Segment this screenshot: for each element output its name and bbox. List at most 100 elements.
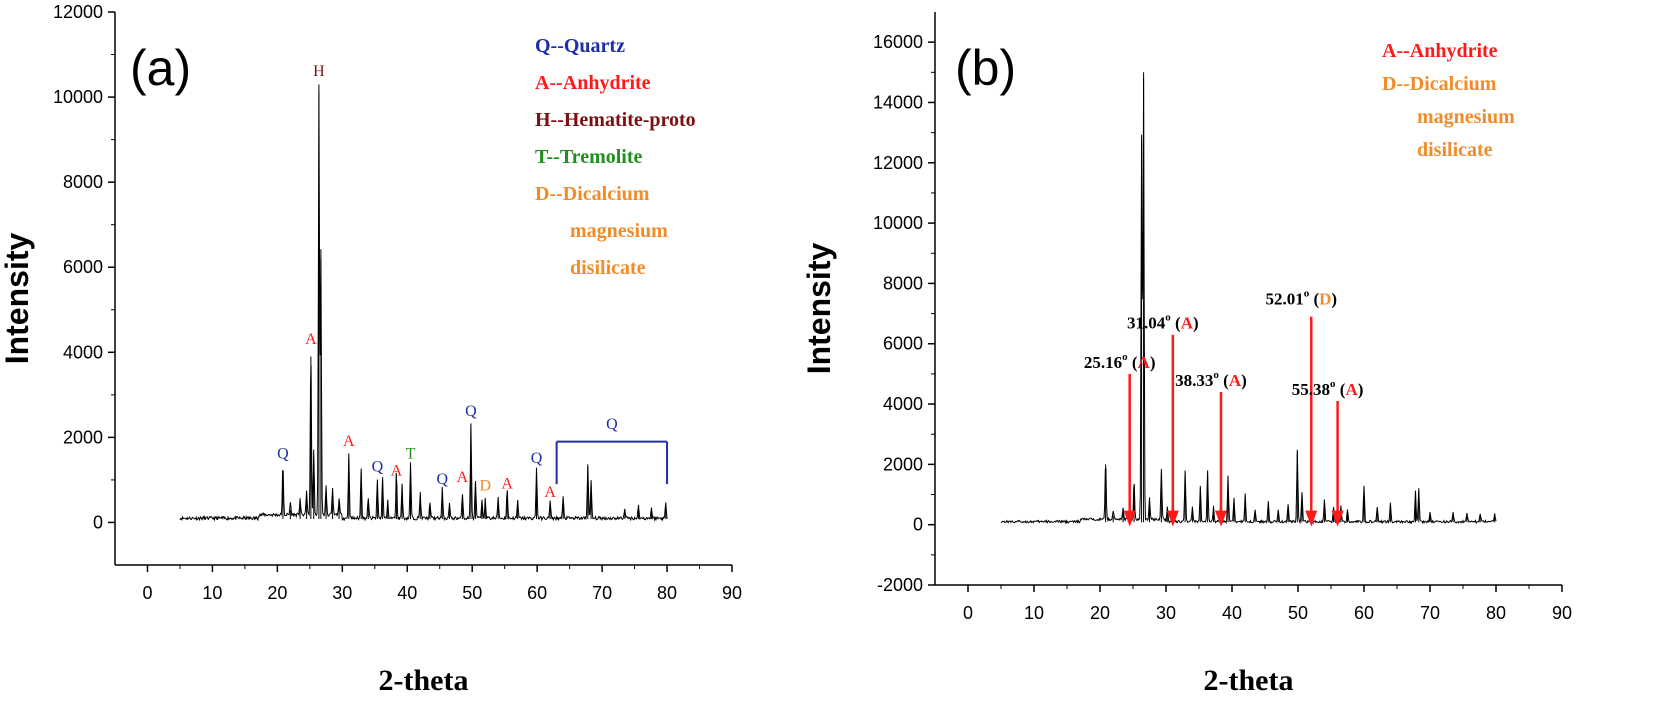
- phase-label-quartz: Q: [531, 450, 543, 467]
- legend-entry: disilicate: [570, 257, 646, 279]
- x-tick-label: 90: [722, 583, 742, 603]
- annotation-label: 38.33o (A): [1175, 369, 1247, 390]
- y-tick-label: 10000: [873, 213, 923, 233]
- annotation-phase-letter: A: [1229, 371, 1242, 390]
- y-tick-label: 8000: [883, 273, 923, 293]
- annotation-phase-letter: A: [1181, 314, 1194, 333]
- annotation-label: 55.38o (A): [1292, 378, 1364, 399]
- y-axis-title: Intensity: [0, 233, 35, 365]
- x-tick-label: 30: [332, 583, 352, 603]
- legend-entry: A--Anhydrite: [1382, 40, 1498, 62]
- degree-symbol: o: [1213, 369, 1219, 381]
- phase-label-anhydrite: A: [501, 475, 513, 492]
- x-tick-label: 80: [657, 583, 677, 603]
- paren-open: (: [1309, 290, 1319, 309]
- x-tick-label: 70: [1420, 603, 1440, 623]
- paren-open: (: [1171, 314, 1181, 333]
- y-tick-label: 2000: [63, 427, 103, 447]
- y-tick-label: 4000: [63, 342, 103, 362]
- y-tick-label: 16000: [873, 32, 923, 52]
- paren-close: ): [1331, 290, 1337, 309]
- legend-entry: A--Anhydrite: [535, 72, 651, 94]
- phase-label-anhydrite: A: [391, 463, 403, 480]
- paren-close: ): [1193, 314, 1199, 333]
- legend-entry: H--Hematite-proto: [535, 109, 696, 131]
- x-tick-label: 30: [1156, 603, 1176, 623]
- panel-label: (b): [955, 40, 1016, 96]
- x-tick-label: 40: [1222, 603, 1242, 623]
- degree-symbol: o: [1304, 288, 1310, 300]
- legend-entry: disilicate: [1417, 139, 1493, 161]
- panel-a-chart: 0 2000 4000 6000 8000 10000 12000 0 10 20 30 40 50 60…: [0, 2, 742, 697]
- legend-entry: magnesium: [1417, 106, 1515, 128]
- annotation-label: 31.04o (A): [1127, 312, 1199, 333]
- annotation-arrow-head: [1305, 510, 1318, 527]
- y-tick-label: 6000: [63, 257, 103, 277]
- x-tick-label: 50: [1288, 603, 1308, 623]
- annotation-value: 31.04: [1127, 314, 1166, 333]
- annotation-phase-letter: A: [1138, 353, 1151, 372]
- x-tick-label: 50: [462, 583, 482, 603]
- phase-label-tremolite: T: [406, 446, 416, 463]
- annotation-phase-letter: D: [1319, 290, 1331, 309]
- y-tick-label: 6000: [883, 334, 923, 354]
- legend-entry: D--Dicalcium: [535, 183, 650, 205]
- annotation-arrow-head: [1214, 510, 1227, 527]
- panel-b-chart: -2000 0 2000 4000 6000 8000 10000 12000 14000 160…: [801, 12, 1572, 697]
- y-tick-label: 8000: [63, 172, 103, 192]
- degree-symbol: o: [1165, 312, 1171, 324]
- phase-label-quartz: Q: [372, 458, 384, 475]
- y-tick-label: 14000: [873, 92, 923, 112]
- annotation-label: 52.01o (D): [1265, 288, 1337, 309]
- x-tick-label: 0: [963, 603, 973, 623]
- x-tick-label: 80: [1486, 603, 1506, 623]
- annotation-value: 38.33: [1175, 371, 1213, 390]
- degree-symbol: o: [1330, 378, 1336, 390]
- paren-open: (: [1128, 353, 1138, 372]
- phase-label-quartz: Q: [277, 446, 289, 463]
- annotation-arrow-head: [1123, 510, 1136, 527]
- y-tick-label: -2000: [877, 575, 923, 595]
- x-axis-title: 2-theta: [379, 664, 469, 697]
- annotation-phase-letter: A: [1345, 380, 1358, 399]
- phase-label-anhydrite: A: [305, 331, 317, 348]
- degree-symbol: o: [1122, 351, 1128, 363]
- y-tick-label: 12000: [53, 2, 103, 22]
- annotation-label: 25.16o (A): [1084, 351, 1156, 372]
- y-tick-label: 0: [93, 512, 103, 532]
- x-tick-label: 0: [142, 583, 152, 603]
- phase-label-dicalcium: D: [479, 478, 491, 495]
- x-tick-label: 60: [1354, 603, 1374, 623]
- panel-label: (a): [130, 40, 191, 96]
- paren-open: (: [1336, 380, 1346, 399]
- xrd-trace: [179, 84, 668, 522]
- phase-label-hematite: H: [313, 63, 325, 80]
- paren-close: ): [1150, 353, 1156, 372]
- paren-open: (: [1219, 371, 1229, 390]
- annotation-value: 52.01: [1265, 290, 1303, 309]
- annotation-arrow-head: [1331, 510, 1344, 527]
- phase-label-anhydrite: A: [544, 484, 556, 501]
- phase-label-quartz: Q: [437, 471, 449, 488]
- x-tick-label: 60: [527, 583, 547, 603]
- legend-entry: Q--Quartz: [535, 35, 625, 57]
- y-tick-label: 12000: [873, 153, 923, 173]
- x-axis-title: 2-theta: [1204, 664, 1294, 697]
- y-tick-label: 2000: [883, 454, 923, 474]
- annotation-value: 25.16: [1084, 353, 1122, 372]
- phase-label-quartz: Q: [465, 403, 477, 420]
- x-tick-label: 20: [1090, 603, 1110, 623]
- legend-entry: magnesium: [570, 220, 668, 242]
- y-tick-label: 10000: [53, 87, 103, 107]
- x-tick-label: 90: [1552, 603, 1572, 623]
- x-tick-label: 20: [267, 583, 287, 603]
- x-tick-label: 40: [397, 583, 417, 603]
- annotation-value: 55.38: [1292, 380, 1330, 399]
- y-axis-title: Intensity: [801, 243, 837, 375]
- y-tick-label: 4000: [883, 394, 923, 414]
- phase-label-quartz: Q: [606, 416, 618, 433]
- paren-close: ): [1358, 380, 1364, 399]
- phase-label-anhydrite: A: [457, 469, 469, 486]
- x-tick-label: 10: [1024, 603, 1044, 623]
